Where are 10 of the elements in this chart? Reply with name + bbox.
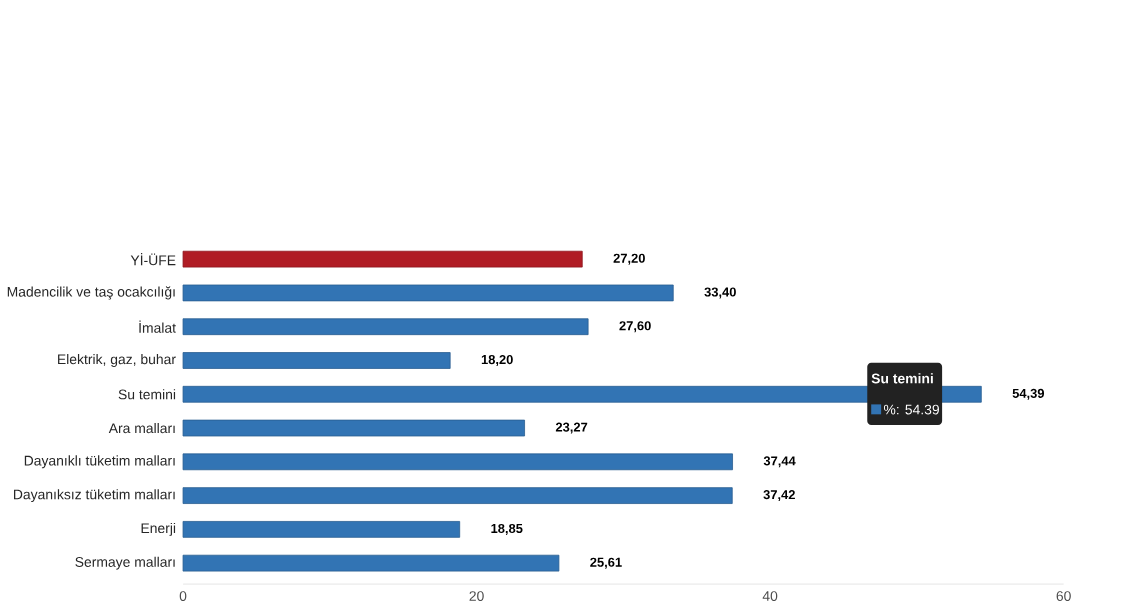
bar (182, 487, 733, 505)
bar (182, 453, 733, 471)
bar (182, 318, 589, 336)
bar (182, 386, 982, 403)
bar (182, 521, 461, 538)
bar (182, 352, 451, 370)
bar (182, 554, 560, 572)
bar (182, 250, 583, 268)
bar (182, 284, 674, 302)
bar (182, 419, 525, 437)
